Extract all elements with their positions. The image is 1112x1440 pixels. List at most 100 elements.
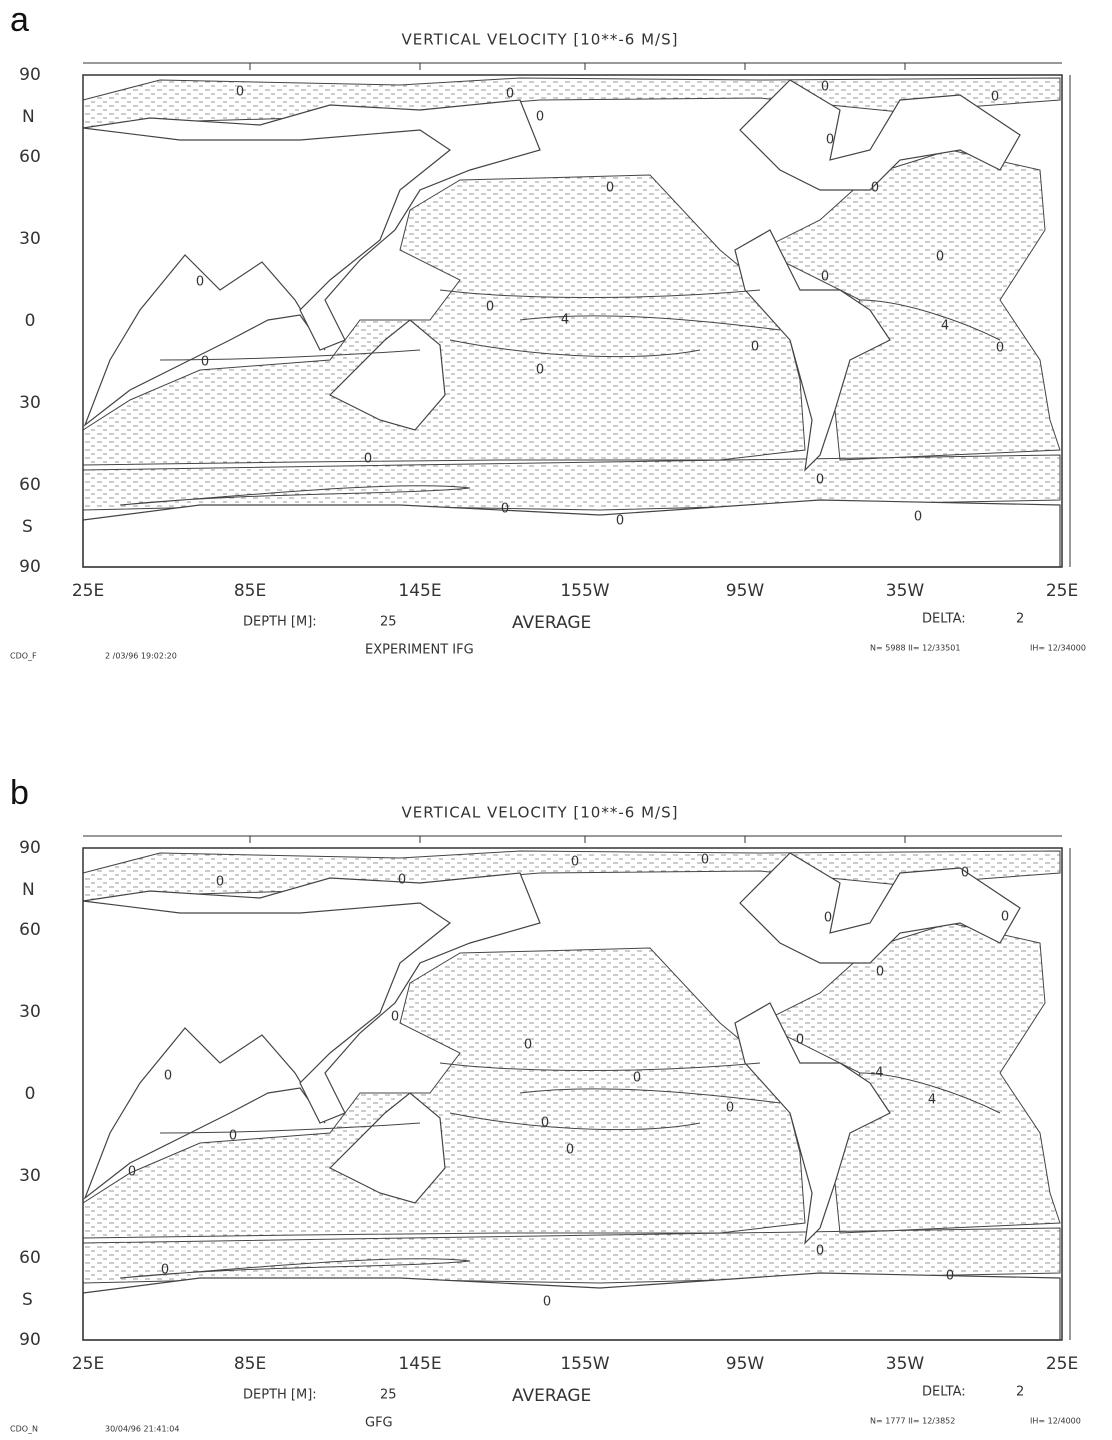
contour-label: 0 bbox=[501, 502, 509, 517]
delta-label: DELTA: bbox=[922, 1385, 966, 1400]
contour-label: 0 bbox=[398, 873, 406, 888]
lat-label: 0 bbox=[25, 1084, 36, 1104]
contour-label: 0 bbox=[196, 275, 204, 290]
contour-label: -4 bbox=[871, 1066, 884, 1081]
lon-label: 35W bbox=[886, 1354, 925, 1374]
lon-label: 25E bbox=[72, 1354, 104, 1374]
lon-label: 25E bbox=[1046, 1354, 1078, 1374]
contour-label: 0 bbox=[606, 181, 614, 196]
contour-label: 0 bbox=[961, 866, 969, 881]
contour-label: 0 bbox=[236, 85, 244, 100]
lon-label: 155W bbox=[560, 1354, 609, 1374]
experiment: EXPERIMENT IFG bbox=[365, 643, 474, 658]
contour-label: 0 bbox=[996, 341, 1004, 356]
experiment: GFG bbox=[365, 1416, 393, 1431]
lat-label: 60 bbox=[19, 147, 41, 167]
lat-label: 60 bbox=[19, 1248, 41, 1268]
depth-label: DEPTH [M]: bbox=[243, 615, 317, 630]
contour-label: 0 bbox=[876, 965, 884, 980]
run-id: CDO_N bbox=[10, 1425, 38, 1434]
contour-label: 0 bbox=[566, 1143, 574, 1158]
delta-label: DELTA: bbox=[922, 612, 966, 627]
hemisphere-label: S bbox=[22, 1290, 33, 1310]
contour-label: 4 bbox=[941, 319, 949, 334]
map-title: VERTICAL VELOCITY [10**-6 M/S] bbox=[402, 31, 679, 49]
lat-label: 90 bbox=[19, 838, 41, 858]
lon-label: 145E bbox=[398, 1354, 441, 1374]
depth-label: DEPTH [M]: bbox=[243, 1388, 317, 1403]
lat-label: 90 bbox=[19, 65, 41, 85]
lon-label: 35W bbox=[886, 581, 925, 601]
contour-label: 0 bbox=[536, 110, 544, 125]
panel-label: a bbox=[10, 1, 29, 39]
lat-label: 0 bbox=[25, 311, 36, 331]
lat-label: 90 bbox=[19, 557, 41, 577]
lat-label: 30 bbox=[19, 393, 41, 413]
lon-label: 25E bbox=[1046, 581, 1078, 601]
contour-label: 4 bbox=[561, 313, 569, 328]
depth-value: 25 bbox=[380, 615, 397, 630]
contour-label: 0 bbox=[914, 510, 922, 525]
lon-label: 155W bbox=[560, 581, 609, 601]
lon-label: 95W bbox=[726, 1354, 765, 1374]
hemisphere-label: S bbox=[22, 517, 33, 537]
contour-label: 0 bbox=[128, 1165, 136, 1180]
contour-label: 0 bbox=[701, 853, 709, 868]
lon-label: 145E bbox=[398, 581, 441, 601]
delta-value: 2 bbox=[1016, 1385, 1024, 1400]
contour-label: 0 bbox=[991, 90, 999, 105]
contour-label: 0 bbox=[816, 473, 824, 488]
contour-label: 0 bbox=[726, 1101, 734, 1116]
contour-label: 0 bbox=[751, 340, 759, 355]
timestamp: 2 /03/96 19:02:20 bbox=[105, 652, 177, 661]
contour-label: 0 bbox=[216, 875, 224, 890]
lon-label: 85E bbox=[234, 1354, 266, 1374]
contour-label: 0 bbox=[541, 1116, 549, 1131]
lat-label: 60 bbox=[19, 920, 41, 940]
contour-label: 0 bbox=[821, 80, 829, 95]
delta-value: 2 bbox=[1016, 612, 1024, 627]
contour-label: 0 bbox=[796, 1033, 804, 1048]
depth-value: 25 bbox=[380, 1388, 397, 1403]
stats: N= 1777 II= 12/3852 bbox=[870, 1417, 955, 1426]
contour-label: 0 bbox=[816, 1244, 824, 1259]
contour-label: 0 bbox=[391, 1010, 399, 1025]
contour-label: 0 bbox=[821, 270, 829, 285]
contour-label: 0 bbox=[826, 133, 834, 148]
contour-label: 0 bbox=[201, 355, 209, 370]
contour-label: 0 bbox=[1001, 910, 1009, 925]
contour-label: 0 bbox=[164, 1069, 172, 1084]
timestamp: 30/04/96 21:41:04 bbox=[105, 1425, 179, 1434]
contour-label: 0 bbox=[571, 855, 579, 870]
panel-label: b bbox=[10, 774, 29, 812]
lat-label: 30 bbox=[19, 1002, 41, 1022]
lat-label: 30 bbox=[19, 1166, 41, 1186]
map-title: VERTICAL VELOCITY [10**-6 M/S] bbox=[402, 804, 679, 822]
contour-label: 0 bbox=[936, 250, 944, 265]
stats: N= 5988 II= 12/33501 bbox=[870, 644, 960, 653]
contour-label: 0 bbox=[871, 181, 879, 196]
stats-end: IH= 12/34000 bbox=[1030, 644, 1086, 653]
contour-label: 0 bbox=[229, 1129, 237, 1144]
contour-label: 0 bbox=[543, 1295, 551, 1310]
contour-label: 0 bbox=[616, 514, 624, 529]
map-panel: b VERTICAL VELOCITY [10**-6 M/S] 90 60 30 0 30… bbox=[10, 774, 1081, 1434]
contour-label: 0 bbox=[633, 1071, 641, 1086]
contour-label: 4 bbox=[928, 1093, 936, 1108]
lon-label: 95W bbox=[726, 581, 765, 601]
contour-label: 0 bbox=[486, 300, 494, 315]
mode: AVERAGE bbox=[512, 1386, 591, 1406]
hemisphere-label: N bbox=[22, 107, 35, 127]
mode: AVERAGE bbox=[512, 613, 591, 633]
contour-label: 0 bbox=[524, 1038, 532, 1053]
contour-label: 0 bbox=[946, 1269, 954, 1284]
lon-label: 25E bbox=[72, 581, 104, 601]
contour-label: 0 bbox=[161, 1263, 169, 1278]
lat-label: 90 bbox=[19, 1330, 41, 1350]
run-id: CDO_F bbox=[10, 652, 37, 661]
contour-label: 0 bbox=[536, 363, 544, 378]
contour-label: 0 bbox=[824, 911, 832, 926]
lat-label: 60 bbox=[19, 475, 41, 495]
contour-label: 0 bbox=[506, 87, 514, 102]
